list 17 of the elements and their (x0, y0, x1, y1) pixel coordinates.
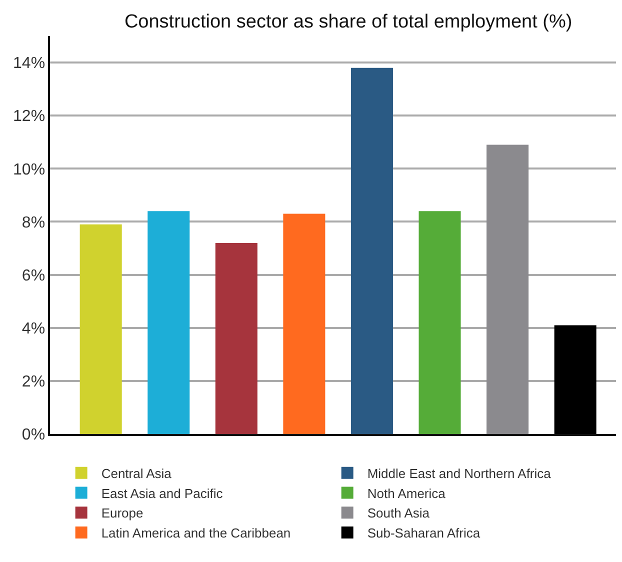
y-tick-label: 8% (22, 214, 46, 232)
legend-label: Europe (101, 506, 144, 521)
legend-label: Middle East and Northern Africa (367, 466, 552, 481)
y-tick-label: 4% (22, 320, 46, 338)
legend-label: South Asia (367, 506, 430, 521)
y-tick-label: 10% (13, 161, 46, 178)
y-tick-label: 14% (13, 55, 46, 72)
y-tick-label: 2% (22, 374, 46, 391)
legend-label: East Asia and Pacific (101, 486, 224, 501)
legend-label: Noth America (367, 486, 446, 501)
y-tick-label: 0% (22, 426, 46, 444)
y-tick-label: 12% (13, 108, 46, 126)
legend-label: Latin America and the Caribbean (101, 526, 291, 541)
y-tick-label: 6% (22, 267, 46, 284)
chart-title: Construction sector as share of total employment (%) (124, 11, 572, 32)
legend-label: Central Asia (101, 466, 172, 481)
legend-label: Sub-Saharan Africa (367, 526, 481, 541)
